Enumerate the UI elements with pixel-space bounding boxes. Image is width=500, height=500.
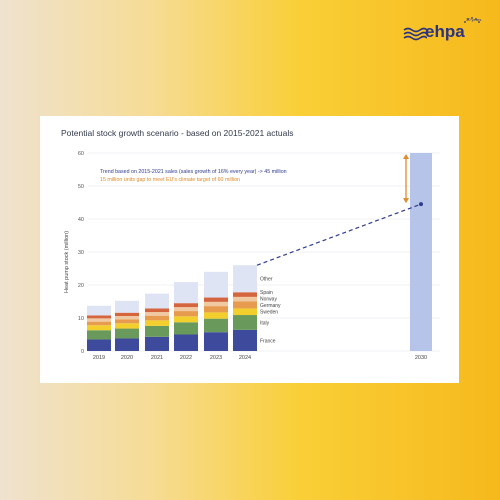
bar-france-2020 — [115, 338, 139, 351]
gap-annotation: 15 million units gap to meet EU's climat… — [100, 177, 240, 183]
bar-norway-2022 — [174, 307, 198, 312]
bar-germany-2023 — [204, 306, 228, 313]
y-tick-label: 20 — [78, 283, 84, 289]
bar-sweden-2020 — [115, 323, 139, 329]
bar-germany-2020 — [115, 319, 139, 324]
bar-france-2022 — [174, 334, 198, 351]
target-bar-2030 — [410, 153, 432, 351]
chart-title: Potential stock growth scenario - based … — [61, 128, 294, 138]
bar-norway-2021 — [145, 312, 169, 316]
series-label: Norway — [260, 296, 277, 302]
bar-italy-2020 — [115, 328, 139, 339]
bar-france-2019 — [87, 339, 111, 351]
brand-tagline: 30 years — [466, 17, 482, 22]
y-tick-label: 60 — [78, 151, 84, 157]
x-tick-label: 2021 — [151, 355, 163, 361]
bar-norway-2024 — [233, 296, 257, 302]
brand-name: ehpa — [425, 22, 465, 41]
bar-germany-2019 — [87, 321, 111, 326]
y-tick-label: 30 — [78, 250, 84, 256]
series-label: France — [260, 338, 276, 344]
bar-sweden-2022 — [174, 316, 198, 323]
bar-italy-2022 — [174, 322, 198, 335]
bar-other-2019 — [87, 305, 111, 316]
bar-sweden-2021 — [145, 320, 169, 326]
x-tick-label: 2020 — [121, 355, 133, 361]
bar-france-2024 — [233, 329, 257, 351]
bar-other-2024 — [233, 265, 257, 293]
bar-italy-2023 — [204, 318, 228, 333]
y-tick-label: 0 — [81, 349, 84, 355]
bar-france-2023 — [204, 332, 228, 351]
chart-card: Potential stock growth scenario - based … — [40, 116, 459, 383]
gap-arrow-head-top — [403, 154, 409, 159]
x-tick-label: 2030 — [415, 355, 427, 361]
bar-spain-2020 — [115, 312, 139, 317]
ehpa-logo: ehpa 30 years — [403, 16, 483, 50]
bar-sweden-2023 — [204, 312, 228, 319]
trend-line — [256, 203, 422, 266]
bar-other-2023 — [204, 271, 228, 298]
bar-norway-2020 — [115, 316, 139, 320]
series-label: Germany — [260, 303, 281, 309]
bar-norway-2023 — [204, 301, 228, 307]
series-label: Sweden — [260, 310, 278, 316]
y-tick-label: 10 — [78, 316, 84, 322]
y-tick-label: 50 — [78, 184, 84, 190]
bar-italy-2021 — [145, 325, 169, 337]
x-tick-label: 2019 — [93, 355, 105, 361]
bar-spain-2021 — [145, 308, 169, 313]
bar-other-2020 — [115, 300, 139, 313]
bar-germany-2022 — [174, 311, 198, 317]
series-label: Italy — [260, 320, 270, 326]
bar-spain-2022 — [174, 303, 198, 308]
bar-sweden-2019 — [87, 325, 111, 331]
bar-spain-2023 — [204, 297, 228, 302]
y-axis-label: Heat pump stock (million) — [64, 231, 70, 293]
bar-other-2022 — [174, 282, 198, 304]
bar-other-2021 — [145, 293, 169, 309]
series-label: Other — [260, 277, 273, 283]
bar-italy-2024 — [233, 315, 257, 330]
bar-spain-2019 — [87, 315, 111, 319]
gap-arrow-head-bottom — [403, 198, 409, 204]
stars-icon — [464, 17, 480, 23]
x-tick-label: 2023 — [210, 355, 222, 361]
bar-spain-2024 — [233, 292, 257, 297]
series-label: Spain — [260, 290, 273, 296]
bar-france-2021 — [145, 336, 169, 351]
bar-germany-2021 — [145, 315, 169, 321]
y-tick-label: 40 — [78, 217, 84, 223]
trend-annotation: Trend based on 2015-2021 sales (sales gr… — [100, 169, 287, 175]
bar-italy-2019 — [87, 330, 111, 340]
bar-sweden-2024 — [233, 308, 257, 316]
waves-icon — [403, 27, 427, 41]
trend-point-2030 — [419, 202, 423, 207]
bar-norway-2019 — [87, 318, 111, 322]
x-tick-label: 2024 — [239, 355, 251, 361]
x-tick-label: 2022 — [180, 355, 192, 361]
bar-germany-2024 — [233, 301, 257, 309]
